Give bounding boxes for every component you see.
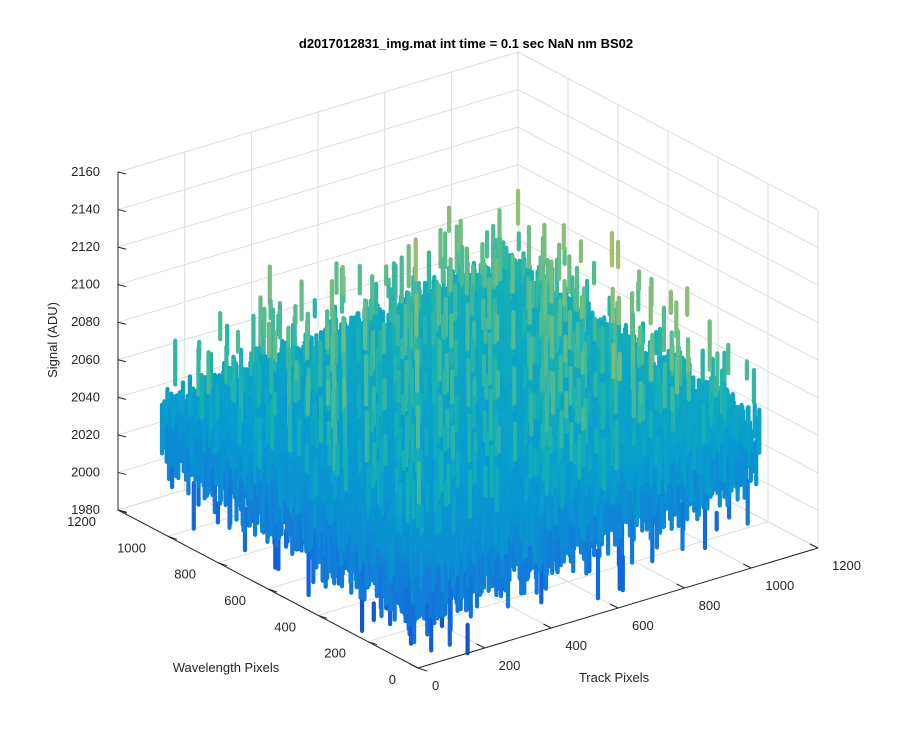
grid-line: [517, 201, 819, 361]
grid-line: [517, 126, 819, 286]
grid-line: [117, 201, 519, 323]
grid-line: [117, 89, 519, 211]
grid-line: [517, 51, 819, 211]
grid-line: [117, 51, 519, 173]
grid-line: [117, 126, 519, 248]
grid-line: [517, 164, 819, 324]
surface-mesh: [159, 188, 762, 656]
grid-line: [117, 164, 519, 286]
grid-line: [517, 89, 819, 248]
